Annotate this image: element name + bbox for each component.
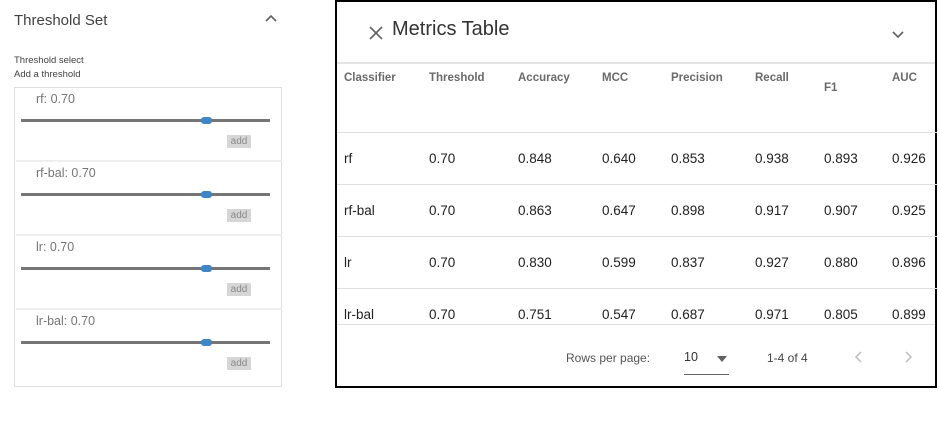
table-cell: 0.70 xyxy=(429,184,518,237)
table-cell: 0.896 xyxy=(892,236,937,289)
table-cell: lr-bal xyxy=(337,288,429,340)
add-threshold-button[interactable]: add xyxy=(227,209,251,222)
column-header-precision[interactable]: Precision xyxy=(671,72,723,84)
table-cell: lr xyxy=(337,236,429,289)
metrics-table-title: Metrics Table xyxy=(392,18,510,40)
column-header-accuracy[interactable]: Accuracy xyxy=(518,72,570,84)
table-cell: 0.547 xyxy=(602,288,671,340)
threshold-card-rf: rf: 0.70 add xyxy=(16,88,282,162)
threshold-select-label: Threshold select xyxy=(14,55,84,66)
table-cell: 0.751 xyxy=(518,288,602,340)
close-icon[interactable] xyxy=(368,25,384,41)
add-threshold-hint: Add a threshold xyxy=(14,69,81,80)
slider-thumb[interactable] xyxy=(201,191,212,198)
column-header-threshold[interactable]: Threshold xyxy=(429,72,485,84)
table-cell: 0.917 xyxy=(755,184,824,237)
table-cell: 0.938 xyxy=(755,132,824,185)
slider-track[interactable] xyxy=(21,117,270,124)
header-divider xyxy=(337,62,935,64)
table-cell: 0.830 xyxy=(518,236,602,289)
table-row: rf 0.70 0.848 0.640 0.853 0.938 0.893 0.… xyxy=(337,132,937,185)
slider-thumb[interactable] xyxy=(201,339,212,346)
slider-thumb[interactable] xyxy=(201,265,212,272)
table-header-row: Classifier Threshold Accuracy MCC Precis… xyxy=(337,64,937,133)
table-cell: 0.926 xyxy=(892,132,937,185)
table-cell: rf-bal xyxy=(337,184,429,237)
metrics-table-panel: Metrics Table Classifier Threshold Accur… xyxy=(335,0,937,388)
table-cell: rf xyxy=(337,132,429,185)
column-header-recall[interactable]: Recall xyxy=(755,72,789,84)
rows-per-page-select[interactable]: 10 xyxy=(684,346,729,375)
rows-per-page-label: Rows per page: xyxy=(566,351,651,365)
metrics-table: Classifier Threshold Accuracy MCC Precis… xyxy=(337,64,937,340)
slider-track[interactable] xyxy=(21,191,270,198)
slider-thumb[interactable] xyxy=(201,117,212,124)
chevron-down-icon[interactable] xyxy=(891,27,905,41)
pagination-divider xyxy=(337,324,935,325)
slider-label: rf-bal: 0.70 xyxy=(36,166,96,180)
rows-per-page-value: 10 xyxy=(684,350,698,364)
table-cell: 0.863 xyxy=(518,184,602,237)
table-cell: 0.907 xyxy=(824,184,892,237)
add-threshold-button[interactable]: add xyxy=(227,135,251,148)
table-cell: 0.70 xyxy=(429,288,518,340)
chevron-up-icon[interactable] xyxy=(263,10,279,26)
table-cell: 0.899 xyxy=(892,288,937,340)
threshold-set-panel: Threshold Set Threshold select Add a thr… xyxy=(0,0,300,428)
threshold-set-header[interactable]: Threshold Set xyxy=(14,12,289,32)
table-cell: 0.599 xyxy=(602,236,671,289)
threshold-set-title: Threshold Set xyxy=(14,12,108,29)
column-header-classifier[interactable]: Classifier xyxy=(344,72,396,84)
column-header-mcc[interactable]: MCC xyxy=(602,72,629,84)
table-row: lr 0.70 0.830 0.599 0.837 0.927 0.880 0.… xyxy=(337,236,937,289)
add-threshold-button[interactable]: add xyxy=(227,283,251,296)
column-header-auc[interactable]: AUC xyxy=(892,72,917,84)
pagination-range: 1-4 of 4 xyxy=(767,351,808,365)
table-cell: 0.848 xyxy=(518,132,602,185)
threshold-slider-list: rf: 0.70 add rf-bal: 0.70 add lr: 0.70 a… xyxy=(14,87,282,387)
table-cell: 0.893 xyxy=(824,132,892,185)
table-cell: 0.70 xyxy=(429,132,518,185)
table-cell: 0.805 xyxy=(824,288,892,340)
table-cell: 0.898 xyxy=(671,184,755,237)
threshold-card-lr-bal: lr-bal: 0.70 add xyxy=(16,310,282,384)
table-cell: 0.880 xyxy=(824,236,892,289)
table-cell: 0.647 xyxy=(602,184,671,237)
column-header-f1[interactable]: F1 xyxy=(824,82,838,94)
table-row: lr-bal 0.70 0.751 0.547 0.687 0.971 0.80… xyxy=(337,288,937,340)
slider-label: lr-bal: 0.70 xyxy=(36,314,96,328)
slider-label: rf: 0.70 xyxy=(36,92,75,106)
table-cell: 0.853 xyxy=(671,132,755,185)
table-cell: 0.640 xyxy=(602,132,671,185)
slider-track[interactable] xyxy=(21,265,270,272)
caret-down-icon xyxy=(717,356,727,362)
table-cell: 0.837 xyxy=(671,236,755,289)
table-row: rf-bal 0.70 0.863 0.647 0.898 0.917 0.90… xyxy=(337,184,937,237)
table-cell: 0.971 xyxy=(755,288,824,340)
slider-label: lr: 0.70 xyxy=(36,240,75,254)
threshold-card-lr: lr: 0.70 add xyxy=(16,236,282,310)
table-cell: 0.927 xyxy=(755,236,824,289)
table-cell: 0.70 xyxy=(429,236,518,289)
threshold-card-rf-bal: rf-bal: 0.70 add xyxy=(16,162,282,236)
chevron-right-icon[interactable] xyxy=(903,350,913,364)
chevron-left-icon[interactable] xyxy=(854,350,864,364)
slider-track[interactable] xyxy=(21,339,270,346)
add-threshold-button[interactable]: add xyxy=(227,357,251,370)
table-cell: 0.925 xyxy=(892,184,937,237)
table-cell: 0.687 xyxy=(671,288,755,340)
